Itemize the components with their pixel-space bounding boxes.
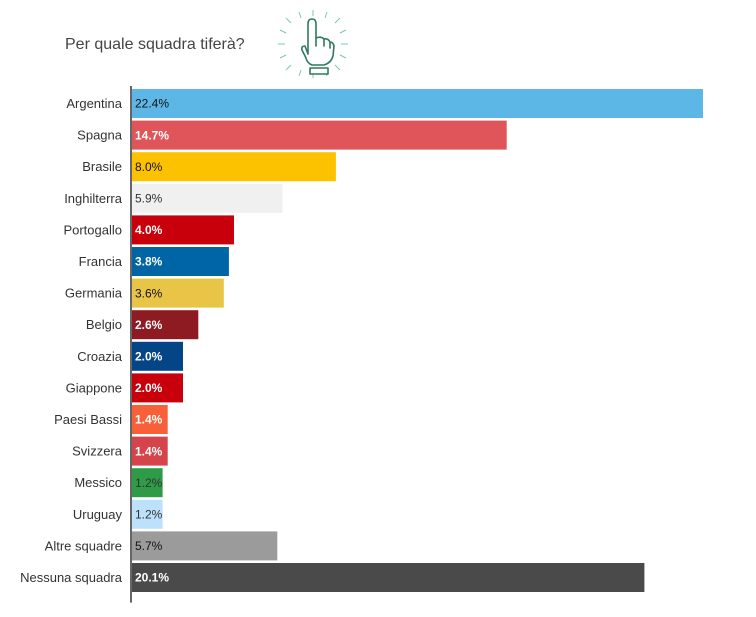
category-label: Francia — [79, 254, 123, 269]
value-label: 1.4% — [135, 444, 163, 458]
chart-title: Per quale squadra tiferà? — [65, 36, 245, 53]
value-label: 8.0% — [135, 160, 163, 174]
pointing-hand-illustration — [278, 10, 348, 78]
value-label: 1.4% — [135, 413, 163, 427]
value-label: 3.8% — [135, 255, 163, 269]
bar — [132, 215, 234, 245]
category-label: Portogallo — [63, 222, 122, 237]
bar — [132, 436, 168, 466]
bar — [132, 310, 199, 340]
value-label: 5.9% — [135, 192, 163, 206]
pointing-hand-icon — [272, 8, 354, 80]
category-label: Svizzera — [72, 444, 123, 459]
value-label: 1.2% — [135, 508, 163, 522]
value-label: 2.6% — [135, 318, 163, 332]
value-label: 4.0% — [135, 223, 163, 237]
category-label: Giappone — [66, 380, 122, 395]
bar — [132, 183, 283, 213]
value-label: 14.7% — [135, 128, 169, 142]
bar — [132, 468, 163, 498]
category-label: Argentina — [66, 96, 122, 111]
value-label: 22.4% — [135, 97, 169, 111]
value-label: 1.2% — [135, 476, 163, 490]
category-label: Inghilterra — [64, 191, 123, 206]
bar — [132, 278, 224, 308]
bar — [132, 247, 229, 276]
category-label: Belgio — [86, 317, 122, 332]
bar — [132, 405, 168, 434]
category-label: Paesi Bassi — [54, 412, 122, 427]
bar — [132, 89, 703, 118]
value-label: 2.0% — [135, 381, 163, 395]
category-label: Messico — [74, 475, 122, 490]
category-label: Altre squadre — [45, 538, 122, 553]
value-label: 5.7% — [135, 539, 163, 553]
bar — [132, 120, 507, 150]
category-label: Nessuna squadra — [20, 570, 123, 585]
bar — [132, 341, 183, 371]
value-label: 3.6% — [135, 286, 163, 300]
category-label: Croazia — [77, 349, 123, 364]
value-label: 20.1% — [135, 571, 169, 585]
category-label: Brasile — [82, 159, 122, 174]
bar — [132, 563, 645, 592]
value-label: 2.0% — [135, 350, 163, 364]
category-label: Germania — [65, 286, 123, 301]
category-label: Uruguay — [73, 507, 123, 522]
category-label: Spagna — [77, 128, 123, 143]
bar — [132, 531, 278, 561]
bar — [132, 373, 183, 403]
bar — [132, 152, 336, 182]
bar — [132, 499, 163, 529]
